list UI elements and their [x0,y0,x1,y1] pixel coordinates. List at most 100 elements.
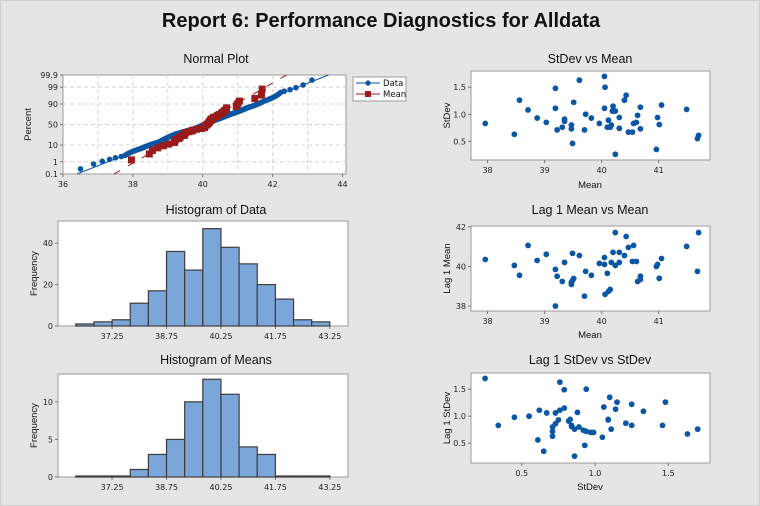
scatter-point [604,270,611,277]
y-tick-label: 1.0 [453,110,466,119]
x-tick-label: 0.5 [515,469,528,478]
scatter-point [625,244,632,251]
scatter-point [633,258,640,265]
x-tick-label: 37.25 [101,483,124,492]
scatter-point [571,426,578,433]
scatter-point [582,111,589,118]
scatter-point [482,375,488,382]
histogram-bar [292,319,313,327]
mean-point [176,132,184,140]
scatter-point [554,127,561,133]
y-tick-label: 10 [48,141,58,150]
scatter-point [634,112,641,119]
scatter-point [637,276,644,283]
plot-area [470,225,711,312]
scatter-point [637,125,644,132]
scatter-point [683,243,690,250]
scatter-point [612,229,619,236]
scatter-point [605,417,612,423]
scatter-point [695,229,702,236]
scatter-point [612,262,619,269]
scatter-point [525,242,531,249]
scatter-point [540,448,547,455]
data-point [287,86,293,93]
scatter-point [607,286,614,293]
scatter-point [574,409,581,416]
mean-point [159,142,167,150]
histogram-bar [202,228,222,327]
report-title: Report 6: Performance Diagnostics for Al… [162,10,601,32]
x-tick-label: 40 [198,180,208,189]
histogram-bar [184,401,204,478]
scatter-point [576,424,582,430]
x-tick-label: 40.25 [210,332,233,341]
scatter-point [561,118,568,125]
scatter-point [629,129,636,135]
histogram-bar [111,319,131,327]
x-tick-label: 41.75 [264,483,287,492]
scatter-point [552,85,559,92]
scatter-point [561,386,568,393]
y-axis-label: Lag 1 StDev [442,392,453,445]
scatter-point [629,258,636,265]
chart-histogram-of-means: Histogram of Means Frequency 0 5 10 37.25 38.7… [29,353,349,492]
scatter-point [576,77,583,84]
scatter-point [608,426,615,433]
scatter-point [552,303,559,309]
scatter-point [590,429,597,436]
scatter-point [561,405,568,411]
histogram-bar [274,475,295,478]
x-tick-label: 1.0 [589,469,602,478]
scatter-point [628,401,635,408]
scatter-point [552,266,559,273]
x-tick-label: 41 [654,166,664,175]
data-point [300,82,307,88]
legend-mean-marker [365,91,371,97]
scatter-point [623,233,630,240]
scatter-point [581,127,588,133]
scatter-point [602,84,608,91]
scatter-point [534,437,541,443]
scatter-point [561,259,568,266]
x-tick-label: 38 [482,317,492,326]
histogram-bar [129,302,149,327]
chart-title: StDev vs Mean [548,52,633,66]
scatter-point [610,249,616,256]
histogram-bar [292,475,313,478]
histogram-bar [165,250,186,327]
histogram-bar [256,283,277,327]
scatter-point [601,73,608,80]
y-tick-label: 0 [48,473,53,482]
histogram-bar [75,323,95,327]
data-point [106,156,113,163]
y-tick-label: 99.9 [40,71,58,80]
scatter-point [516,272,523,279]
scatter-point [511,262,518,269]
y-tick-label: 1 [53,158,58,167]
chart-title: Lag 1 StDev vs StDev [529,353,652,367]
scatter-point [583,428,590,435]
chart-lag-1-stdev-vs-stdev: Lag 1 StDev vs StDev Lag 1 StDev StDev 0.5 1… [442,353,711,493]
legend-mean-label: Mean [383,90,406,100]
y-axis-label: Percent [23,108,34,141]
legend-box [352,76,407,102]
scatter-point [567,416,574,423]
x-tick-label: 44 [337,180,347,189]
x-tick-label: 37.25 [101,332,124,341]
legend-data-marker [365,80,371,86]
scatter-point [656,275,663,282]
scatter-point [534,257,541,264]
scatter-point [694,268,701,275]
data-point [281,88,288,94]
scatter-point [570,275,577,282]
mean-point [165,140,173,148]
y-tick-label: 1.5 [453,83,466,92]
histogram-bar [274,298,295,327]
scatter-point [628,422,635,429]
chart-lag-1-mean-vs-mean: Lag 1 Mean vs Mean Lag 1 Mean Mean 38 40 42 38… [442,203,711,341]
scatter-point [581,293,588,300]
scatter-point [582,268,589,275]
scatter-point [543,119,550,126]
y-axis-label: StDev [442,102,453,128]
